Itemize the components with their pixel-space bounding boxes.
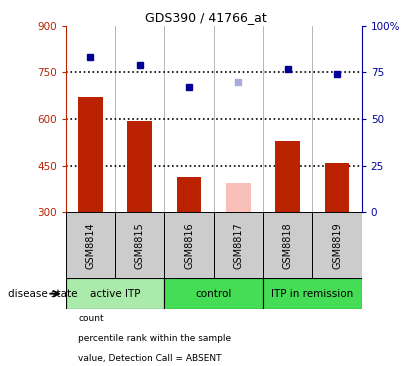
Text: disease state: disease state — [8, 289, 78, 299]
Text: ITP in remission: ITP in remission — [271, 289, 353, 299]
Bar — [214, 212, 263, 278]
Bar — [127, 120, 152, 212]
Bar — [177, 176, 201, 212]
Text: GSM8817: GSM8817 — [233, 222, 243, 269]
Bar — [164, 278, 263, 309]
Text: count: count — [78, 314, 104, 323]
Bar — [325, 163, 349, 212]
Bar — [226, 183, 251, 212]
Text: GSM8816: GSM8816 — [184, 222, 194, 269]
Bar — [78, 97, 103, 212]
Text: GSM8814: GSM8814 — [85, 222, 95, 269]
Bar — [312, 212, 362, 278]
Text: value, Detection Call = ABSENT: value, Detection Call = ABSENT — [78, 354, 222, 363]
Text: GSM8818: GSM8818 — [283, 222, 293, 269]
Bar — [66, 212, 115, 278]
Text: control: control — [196, 289, 232, 299]
Bar — [263, 278, 362, 309]
Bar — [164, 212, 214, 278]
Text: GSM8819: GSM8819 — [332, 222, 342, 269]
Bar — [263, 212, 312, 278]
Bar — [66, 278, 164, 309]
Bar — [275, 141, 300, 212]
Text: GDS390 / 41766_at: GDS390 / 41766_at — [145, 11, 266, 24]
Bar — [115, 212, 164, 278]
Text: GSM8815: GSM8815 — [135, 222, 145, 269]
Text: percentile rank within the sample: percentile rank within the sample — [78, 334, 231, 343]
Text: active ITP: active ITP — [90, 289, 140, 299]
